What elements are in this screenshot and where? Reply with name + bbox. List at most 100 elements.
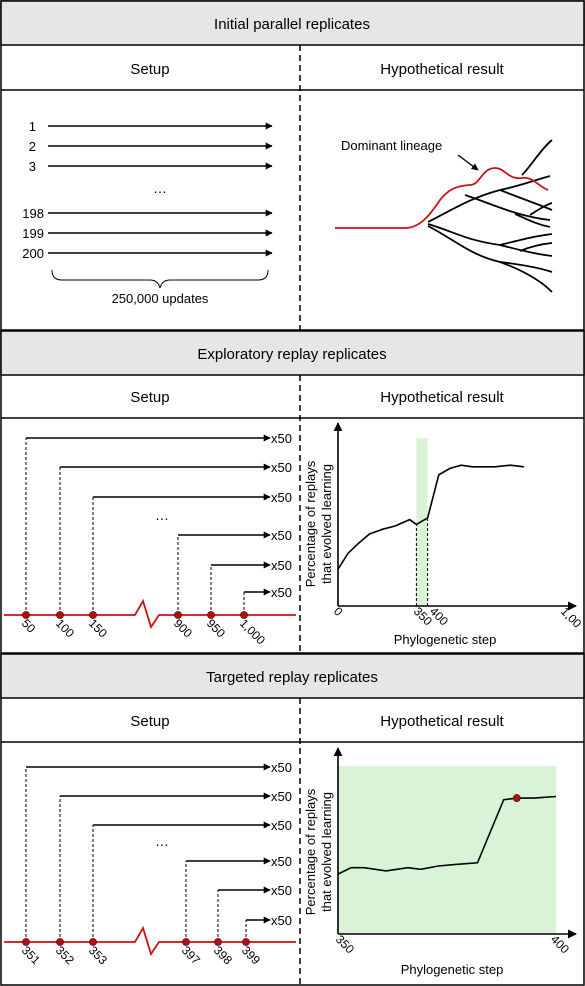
x-tick-label: 400: [427, 604, 451, 628]
x-tick-label: 350: [333, 932, 357, 956]
section-header: [0, 653, 585, 699]
replay-origin-point: [89, 938, 97, 946]
replicate-label: 200: [22, 246, 44, 261]
replay-count-label: x50: [271, 558, 292, 573]
highlight-band: [338, 766, 556, 934]
x-tick-label: 0: [331, 604, 346, 619]
tree-branch: [427, 189, 501, 223]
replicate-label: 2: [29, 139, 36, 154]
exploratory-result-chart: Percentage of replays that evolved learn…: [303, 422, 585, 647]
tree-branch: [499, 261, 553, 293]
replay-setup: x50 x50 x50 … x50 x50 x50 50 100 1: [4, 431, 296, 648]
tree-branch: [529, 202, 553, 216]
replay-count-label: x50: [271, 883, 292, 898]
y-axis-label: that evolved learning: [319, 464, 334, 584]
y-axis-label: Percentage of replays: [303, 788, 318, 915]
targeted-result-chart: Percentage of replays that evolved learn…: [303, 747, 577, 977]
result-label: Hypothetical result: [380, 61, 504, 78]
step-label: 352: [53, 943, 77, 967]
ellipsis: …: [153, 180, 167, 196]
replay-origin-point: [242, 938, 250, 946]
section-initial-replicates: Initial parallel replicates Setup Hypoth…: [0, 0, 585, 331]
section-targeted-replays: Targeted replay replicates Setup Hypothe…: [0, 653, 585, 986]
series-line: [337, 464, 524, 570]
replay-count-label: x50: [271, 854, 292, 869]
replay-origin-point: [22, 938, 30, 946]
setup-label: Setup: [130, 713, 169, 730]
tree-branch: [499, 189, 553, 211]
replicate-label: 1: [29, 119, 36, 134]
section-header: [0, 330, 585, 376]
section-border: [0, 330, 585, 654]
dominant-lineage-pointer: [457, 154, 479, 171]
replicate-label: 3: [29, 159, 36, 174]
x-tick-label: 1,00: [558, 604, 585, 631]
replay-origin-point: [207, 611, 215, 619]
replay-origin-point: [182, 938, 190, 946]
ellipsis: …: [155, 833, 169, 849]
replay-count-label: x50: [271, 789, 292, 804]
replay-origin-point: [56, 938, 64, 946]
dominant-lineage-label: Dominant lineage: [341, 138, 442, 153]
ellipsis: …: [155, 507, 169, 523]
replay-origin-point: [89, 611, 97, 619]
y-axis-label: that evolved learning: [319, 792, 334, 912]
tree-branch: [521, 139, 553, 176]
duration-label: 250,000 updates: [112, 291, 209, 306]
tree-branch: [499, 244, 553, 257]
replay-origin-point: [174, 611, 182, 619]
marked-point: [512, 794, 521, 802]
tree-branch: [464, 194, 551, 221]
duration-brace: [51, 269, 269, 289]
replay-count-label: x50: [271, 528, 292, 543]
tree-branch: [499, 261, 553, 273]
replay-count-label: x50: [271, 760, 292, 775]
section-header: [0, 0, 585, 46]
setup-label: Setup: [130, 61, 169, 78]
lineage-tree: [335, 139, 553, 293]
result-label: Hypothetical result: [380, 713, 504, 730]
tree-branch: [499, 233, 553, 246]
step-label: 399: [239, 943, 263, 967]
tree-branch: [427, 225, 501, 263]
step-label: 351: [19, 943, 43, 967]
dominant-lineage-path: [335, 167, 549, 229]
step-label: 353: [86, 943, 110, 967]
tree-branch: [519, 242, 553, 252]
replay-origin-point: [22, 611, 30, 619]
replay-count-label: x50: [271, 818, 292, 833]
replay-origin-point: [214, 938, 222, 946]
section-title: Targeted replay replicates: [206, 669, 378, 686]
x-axis-label: Phylogenetic step: [394, 632, 497, 647]
step-label: 100: [53, 616, 77, 640]
x-tick-label: 400: [548, 932, 572, 956]
section-title: Initial parallel replicates: [214, 16, 370, 33]
step-label: 1,000: [237, 616, 268, 647]
tree-branch: [427, 223, 501, 246]
setup-label: Setup: [130, 389, 169, 406]
step-label: 398: [211, 943, 235, 967]
replay-origin-point: [56, 611, 64, 619]
tree-branch: [514, 213, 551, 228]
replay-count-label: x50: [271, 913, 292, 928]
replay-count-label: x50: [271, 431, 292, 446]
lineage-axis: [4, 925, 296, 957]
step-label: 900: [171, 616, 195, 640]
step-label: 150: [86, 616, 110, 640]
replicate-label: 199: [22, 226, 44, 241]
section-exploratory-replays: Exploratory replay replicates Setup Hypo…: [0, 330, 585, 654]
x-axis-label: Phylogenetic step: [401, 962, 504, 977]
replay-count-label: x50: [271, 585, 292, 600]
step-label: 397: [179, 943, 203, 967]
section-title: Exploratory replay replicates: [197, 346, 386, 363]
step-label: 50: [19, 616, 39, 636]
step-label: 950: [204, 616, 228, 640]
replay-count-label: x50: [271, 460, 292, 475]
replicate-label: 198: [22, 206, 44, 221]
y-axis-label: Percentage of replays: [303, 460, 318, 587]
tree-branch: [499, 175, 551, 191]
replay-origin-point: [240, 611, 248, 619]
replay-count-label: x50: [271, 490, 292, 505]
result-label: Hypothetical result: [380, 389, 504, 406]
